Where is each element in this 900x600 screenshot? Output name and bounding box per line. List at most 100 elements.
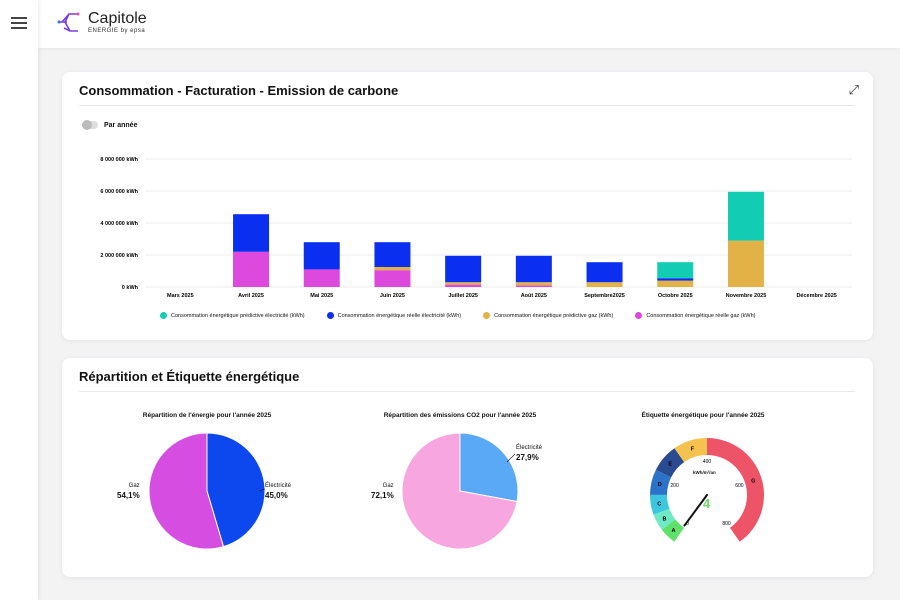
legend-item[interactable]: Consommation énergétique prédictive élec…	[160, 312, 305, 319]
gauge-tick-label: 0	[686, 521, 689, 527]
pie2-label-elec: Électricité 27,9%	[516, 445, 543, 462]
gauge-band-C	[649, 494, 670, 515]
legend-dot-icon	[326, 312, 334, 319]
legend-item[interactable]: Consommation énergétique prédictive gaz …	[483, 312, 613, 319]
y-tick-label: 8 000 000 kWh	[100, 157, 138, 163]
legend-item[interactable]: Consommation énergétique réelle électric…	[326, 312, 462, 319]
x-tick-label: Août 2025	[521, 293, 547, 299]
menu-icon[interactable]	[11, 17, 27, 29]
y-tick-label: 0 kWh	[122, 285, 139, 291]
pie1-title: Répartition de l'énergie pour l'année 20…	[142, 412, 272, 419]
pie2-label-gaz: Gaz 72,1%	[371, 483, 394, 500]
bar-segment[interactable]	[515, 255, 552, 283]
bar-segment[interactable]	[374, 267, 411, 271]
consumption-card: Consommation - Facturation - Emission de…	[62, 72, 873, 340]
x-tick-label: Juin 2025	[380, 293, 405, 299]
legend-item[interactable]: Consommation énergétique réelle gaz (kWh…	[635, 312, 755, 319]
leader-line	[506, 453, 516, 463]
legend-label: Consommation énergétique prédictive gaz …	[494, 312, 614, 319]
pie2-title: Répartition des émissions CO2 pour l'ann…	[383, 412, 537, 419]
x-tick-label: Mai 2025	[310, 293, 333, 299]
pie-slice[interactable]	[459, 432, 519, 503]
bar-segment[interactable]	[233, 214, 270, 252]
expand-icon[interactable]: ⤢	[848, 82, 859, 97]
gauge-class-label: B	[663, 516, 667, 522]
bar-segment[interactable]	[445, 282, 482, 285]
logo-icon	[57, 12, 80, 32]
gauge-unit: kWh/m²/an	[693, 470, 716, 475]
x-tick-label: Novembre 2025	[726, 293, 767, 299]
bar-segment[interactable]	[303, 242, 340, 270]
legend-label: Consommation énergétique réelle gaz (kWh…	[646, 312, 756, 319]
pie-slice[interactable]	[401, 432, 518, 550]
bar-segment[interactable]	[727, 191, 764, 241]
gauge-class-label: G	[751, 478, 755, 484]
divider	[79, 391, 855, 392]
x-tick-label: Octobre 2025	[658, 293, 693, 299]
gauge-tick-label: 200	[670, 483, 679, 489]
gauge-band-F	[674, 438, 707, 463]
card-title: Consommation - Facturation - Emission de…	[79, 83, 399, 98]
year-toggle[interactable]: Par année	[82, 120, 138, 130]
divider	[79, 105, 855, 106]
bar-segment[interactable]	[586, 282, 623, 287]
gauge-band-E	[655, 448, 685, 478]
gauge-band-D	[650, 469, 672, 495]
toggle-label: Par année	[104, 121, 138, 129]
bar-segment[interactable]	[515, 285, 552, 287]
x-tick-label: Septembre2025	[584, 293, 625, 299]
bar-segment[interactable]	[727, 240, 764, 287]
gauge-band-G	[707, 438, 765, 542]
bar-segment[interactable]	[586, 262, 623, 283]
bar-segment[interactable]	[657, 280, 694, 287]
x-tick-label: Juillet 2025	[448, 293, 478, 299]
legend-dot-icon	[635, 312, 643, 319]
toggle-switch[interactable]	[82, 120, 98, 130]
pie-slice[interactable]	[148, 432, 225, 550]
gauge-class-label: C	[657, 501, 661, 507]
card-title: Répartition et Étiquette énergétique	[79, 369, 300, 384]
legend-dot-icon	[483, 312, 491, 319]
distribution-card: Répartition et Étiquette énergétique Rép…	[62, 358, 873, 577]
gauge-band-A	[661, 519, 685, 542]
pie1-label-gaz: Gaz 54,1%	[117, 483, 140, 500]
bar-chart: 0 kWh 2 000 000 kWh 4 000 000 kWh 6 000 000…	[100, 157, 852, 299]
legend-dot-icon	[160, 312, 167, 319]
header: Capitole ENERGIE by epsa	[38, 0, 900, 48]
y-tick-label: 2 000 000 kWh	[100, 253, 138, 259]
gauge-class-label: F	[691, 447, 695, 453]
gauge-tick-label: 400	[703, 459, 712, 465]
legend-label: Consommation énergétique réelle électric…	[337, 312, 462, 319]
bar-segment[interactable]	[445, 255, 482, 283]
x-tick-label: Décembre 2025	[796, 293, 836, 299]
gauge-needle	[683, 494, 708, 527]
bar-segment[interactable]	[657, 262, 694, 279]
x-tick-label: Mars 2025	[167, 293, 194, 299]
bar-segment[interactable]	[515, 282, 552, 286]
leader-line	[258, 488, 266, 492]
legend-label: Consommation énergétique prédictive élec…	[171, 312, 305, 319]
gauge-class-label: A	[672, 528, 676, 534]
bar-segment[interactable]	[233, 251, 270, 287]
bar-segment[interactable]	[374, 270, 411, 287]
x-tick-label: Avril 2025	[238, 293, 264, 299]
logo-title: Capitole	[88, 10, 147, 27]
gauge-band-B	[653, 508, 676, 530]
bar-segment[interactable]	[657, 278, 694, 281]
y-tick-label: 6 000 000 kWh	[100, 189, 138, 195]
bar-segment[interactable]	[445, 284, 482, 287]
gauge-class-label: D	[658, 482, 662, 488]
bar-segment[interactable]	[374, 242, 411, 267]
logo[interactable]: Capitole ENERGIE by epsa	[56, 10, 147, 34]
gauge-tick-label: 600	[735, 483, 744, 489]
sidebar	[0, 0, 38, 600]
gauge-tick-label: 800	[722, 521, 731, 527]
pie-slice[interactable]	[206, 432, 266, 548]
y-tick-label: 4 000 000 kWh	[100, 221, 138, 227]
pie-charts: AB C D E F G 0 200 400 600 800	[148, 432, 765, 550]
logo-subtitle: ENERGIE by epsa	[88, 28, 146, 34]
chart-legend: Consommation énergétique prédictive élec…	[160, 312, 755, 319]
gauge-value: 4	[703, 496, 711, 511]
bar-segment[interactable]	[303, 269, 340, 287]
gauge-class-label: E	[668, 461, 672, 467]
